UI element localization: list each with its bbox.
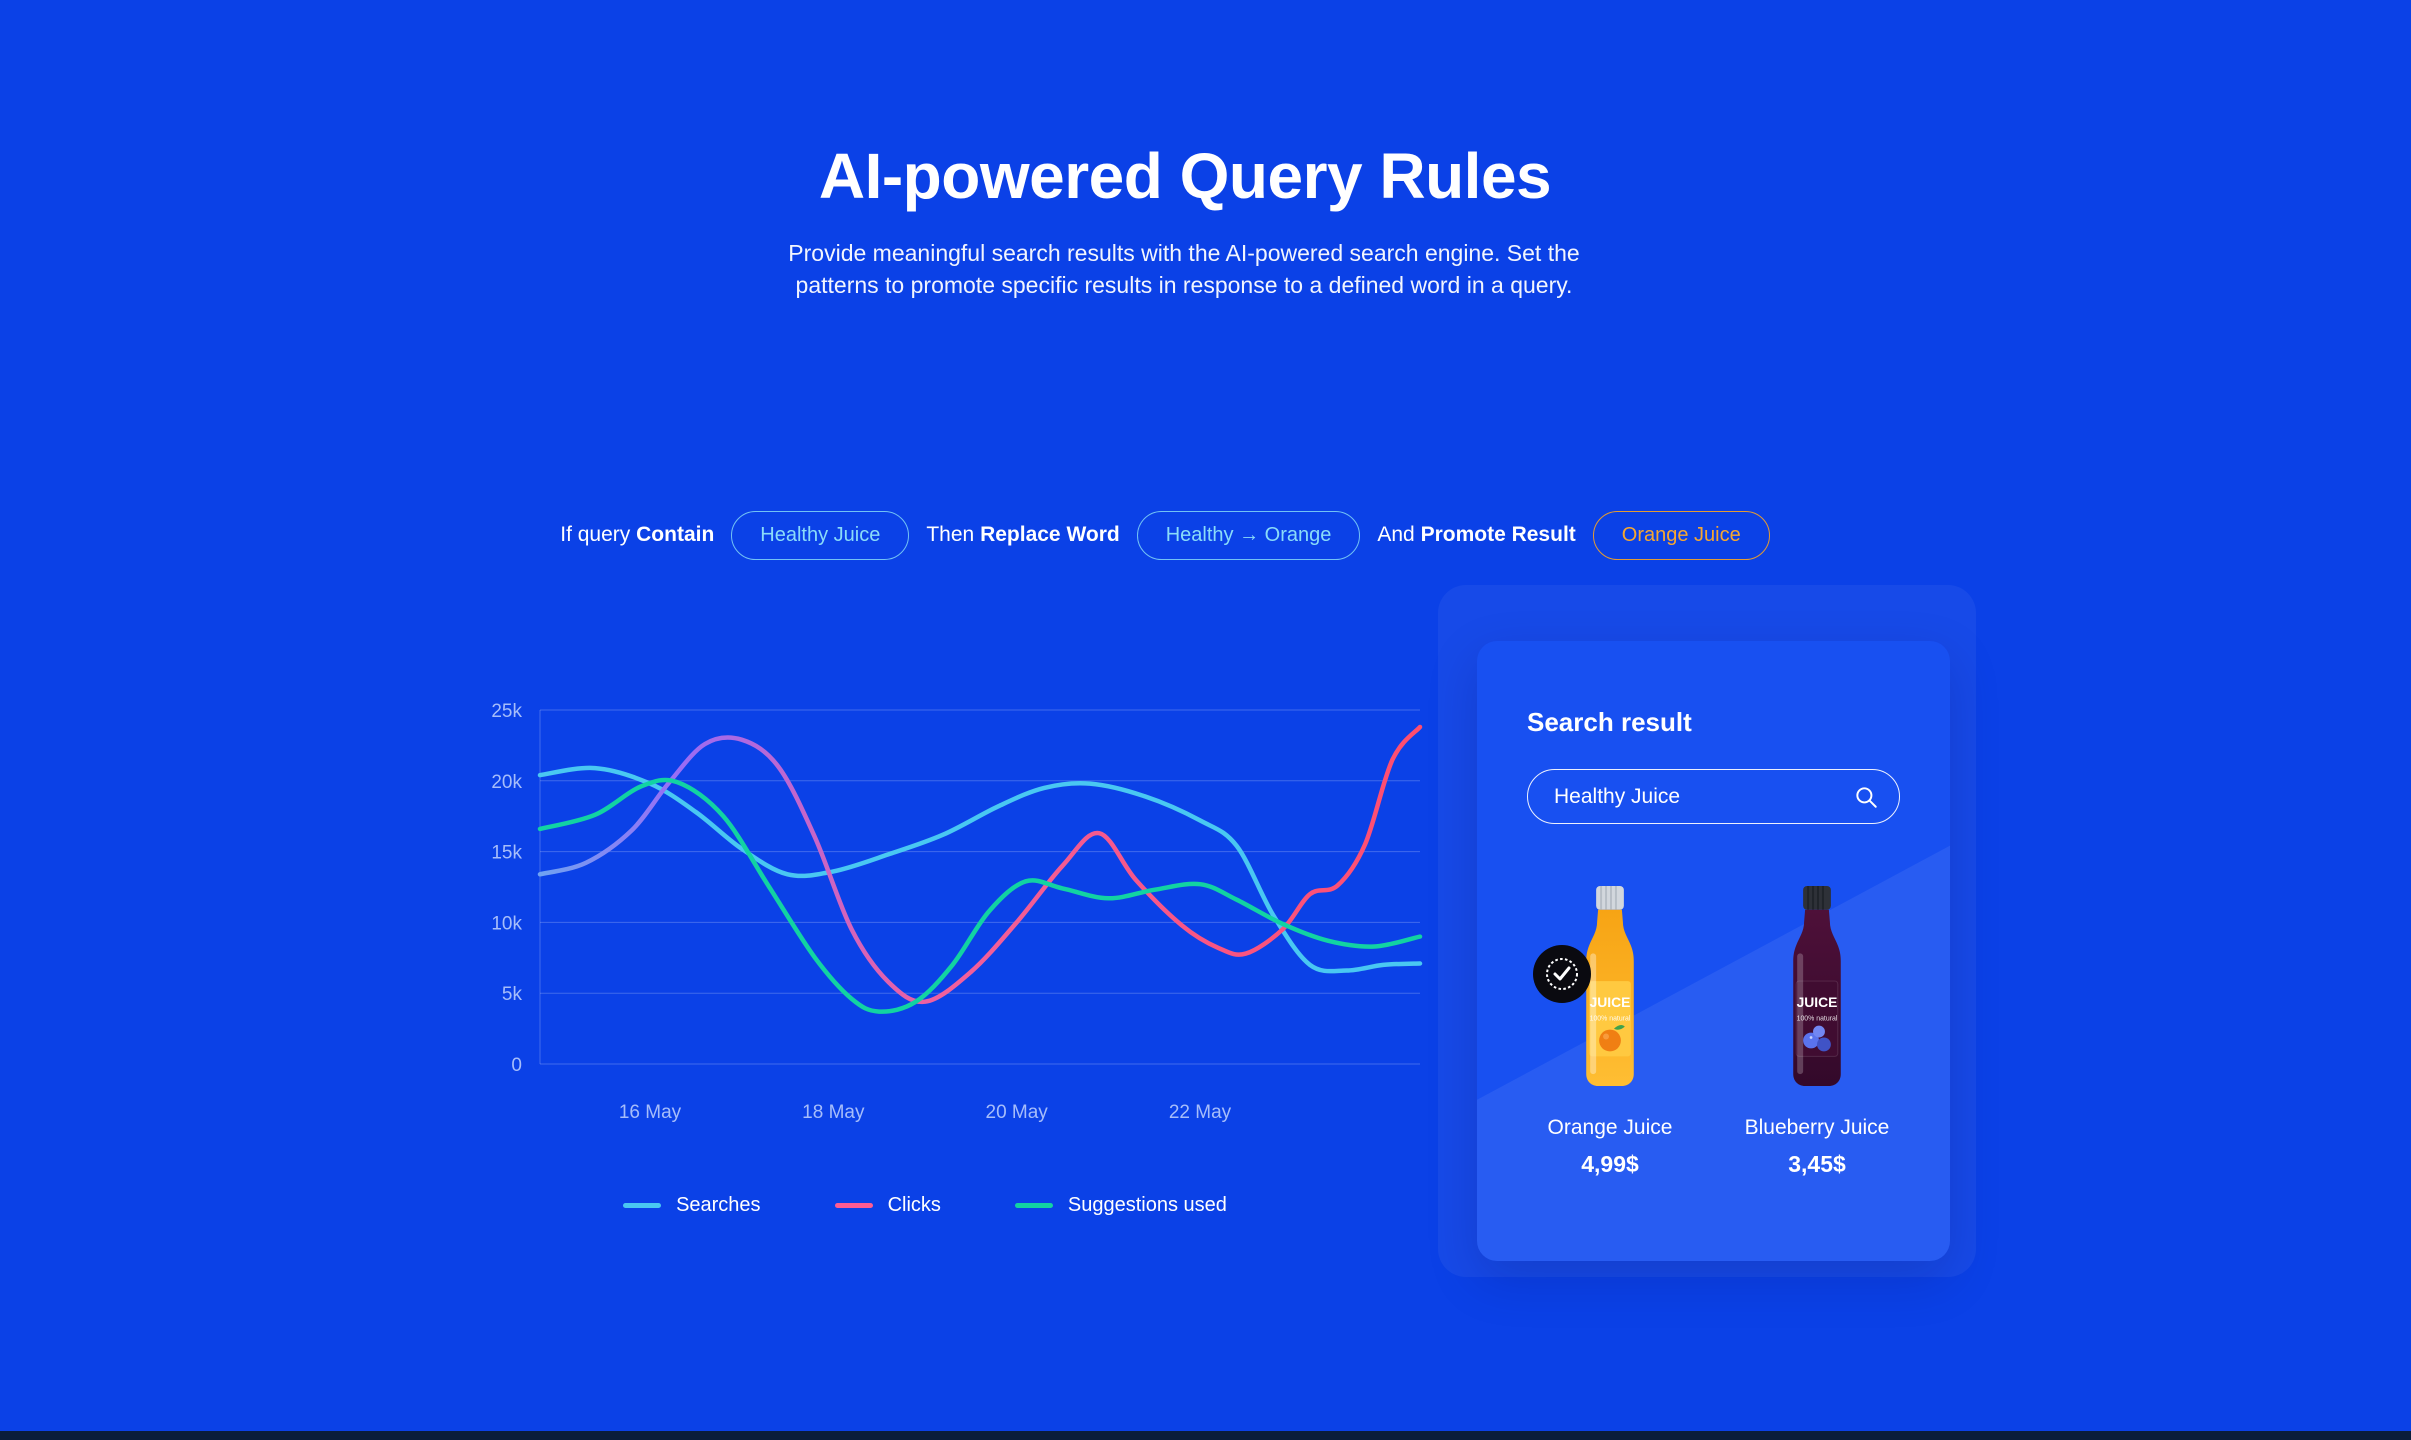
series-line-clicks bbox=[537, 724, 1423, 1005]
rule-and-prefix: And bbox=[1377, 523, 1415, 546]
legend-item-suggestions-used: Suggestions used bbox=[1014, 1194, 1227, 1217]
legend-item-clicks: Clicks bbox=[834, 1194, 941, 1217]
product-price: 3,45$ bbox=[1788, 1151, 1846, 1177]
search-input-box[interactable] bbox=[1527, 769, 1900, 824]
legend-swatch-clicks bbox=[834, 1203, 873, 1208]
y-tick-label: 5k bbox=[502, 984, 523, 1005]
search-input[interactable] bbox=[1552, 783, 1853, 810]
rule-replace-chip[interactable]: Healthy → Orange bbox=[1136, 510, 1361, 560]
page-title: AI-powered Query Rules bbox=[818, 139, 1552, 212]
search-result-card: Search result JUICE bbox=[1477, 641, 1950, 1261]
query-rule-row: If query Contain Healthy Juice Then Repl… bbox=[0, 510, 2330, 560]
search-icon[interactable] bbox=[1853, 784, 1879, 810]
rule-promote-chip[interactable]: Orange Juice bbox=[1592, 510, 1770, 560]
orange-juice-bottle-image: JUICE 100% natural bbox=[1586, 885, 1634, 1087]
x-tick-label: 22 May bbox=[1169, 1102, 1232, 1123]
rule-then-prefix: Then bbox=[926, 523, 975, 546]
rule-and-keyword: Promote Result bbox=[1420, 523, 1576, 546]
rule-if-value-chip[interactable]: Healthy Juice bbox=[731, 510, 910, 560]
legend-item-searches: Searches bbox=[623, 1194, 761, 1217]
legend-label-suggestions-used: Suggestions used bbox=[1067, 1194, 1227, 1216]
x-tick-label: 18 May bbox=[802, 1102, 865, 1123]
chart-legend: Searches Clicks Suggestions used bbox=[395, 1194, 1455, 1217]
x-tick-label: 20 May bbox=[986, 1102, 1049, 1123]
product-result-blueberry-juice[interactable]: JUICE 100% natural Blueberry Juice 3,45$ bbox=[1726, 884, 1908, 1178]
blueberry-juice-bottle-image: JUICE 100% natural bbox=[1793, 885, 1841, 1087]
traffic-chart: 0 5k 10k 15k 20k 25k 16 May 18 May 20 May 22 May bbox=[395, 688, 1455, 1163]
promoted-check-badge-icon bbox=[1533, 945, 1591, 1003]
y-tick-label: 20k bbox=[491, 772, 522, 793]
rule-then-label: Then Replace Word bbox=[926, 523, 1119, 547]
legend-label-searches: Searches bbox=[676, 1194, 761, 1216]
legend-swatch-suggestions-used bbox=[1014, 1203, 1053, 1208]
rule-and-label: And Promote Result bbox=[1377, 523, 1575, 547]
svg-text:100% natural: 100% natural bbox=[1590, 1016, 1631, 1023]
page-subtitle: Provide meaningful search results with t… bbox=[788, 240, 1580, 298]
y-tick-label: 25k bbox=[491, 701, 522, 722]
svg-text:JUICE: JUICE bbox=[1797, 994, 1838, 1010]
svg-text:JUICE: JUICE bbox=[1590, 994, 1631, 1010]
product-price: 4,99$ bbox=[1581, 1151, 1639, 1177]
rule-if-prefix: If query bbox=[560, 523, 631, 546]
product-name: Orange Juice bbox=[1547, 1116, 1673, 1139]
rule-if-label: If query Contain bbox=[560, 523, 714, 547]
product-results: JUICE 100% natural Orange Juice 4,99$ bbox=[1519, 884, 1908, 1178]
y-tick-label: 0 bbox=[511, 1055, 522, 1076]
series-line-suggestions-used bbox=[537, 777, 1423, 1014]
rule-if-keyword: Contain bbox=[636, 523, 715, 546]
traffic-chart-svg: 0 5k 10k 15k 20k 25k 16 May 18 May 20 May 22 May bbox=[491, 701, 1423, 1123]
search-result-title: Search result bbox=[1527, 707, 1692, 737]
footer-bar bbox=[0, 1431, 2411, 1440]
y-tick-label: 10k bbox=[491, 913, 522, 934]
x-tick-label: 16 May bbox=[619, 1102, 682, 1123]
svg-text:100% natural: 100% natural bbox=[1797, 1016, 1838, 1023]
product-result-orange-juice[interactable]: JUICE 100% natural Orange Juice 4,99$ bbox=[1519, 884, 1701, 1178]
legend-swatch-searches bbox=[623, 1203, 662, 1208]
y-tick-label: 15k bbox=[491, 843, 522, 864]
legend-label-clicks: Clicks bbox=[887, 1194, 941, 1216]
series-line-searches bbox=[537, 765, 1423, 974]
product-name: Blueberry Juice bbox=[1744, 1116, 1890, 1139]
rule-then-keyword: Replace Word bbox=[980, 523, 1120, 546]
